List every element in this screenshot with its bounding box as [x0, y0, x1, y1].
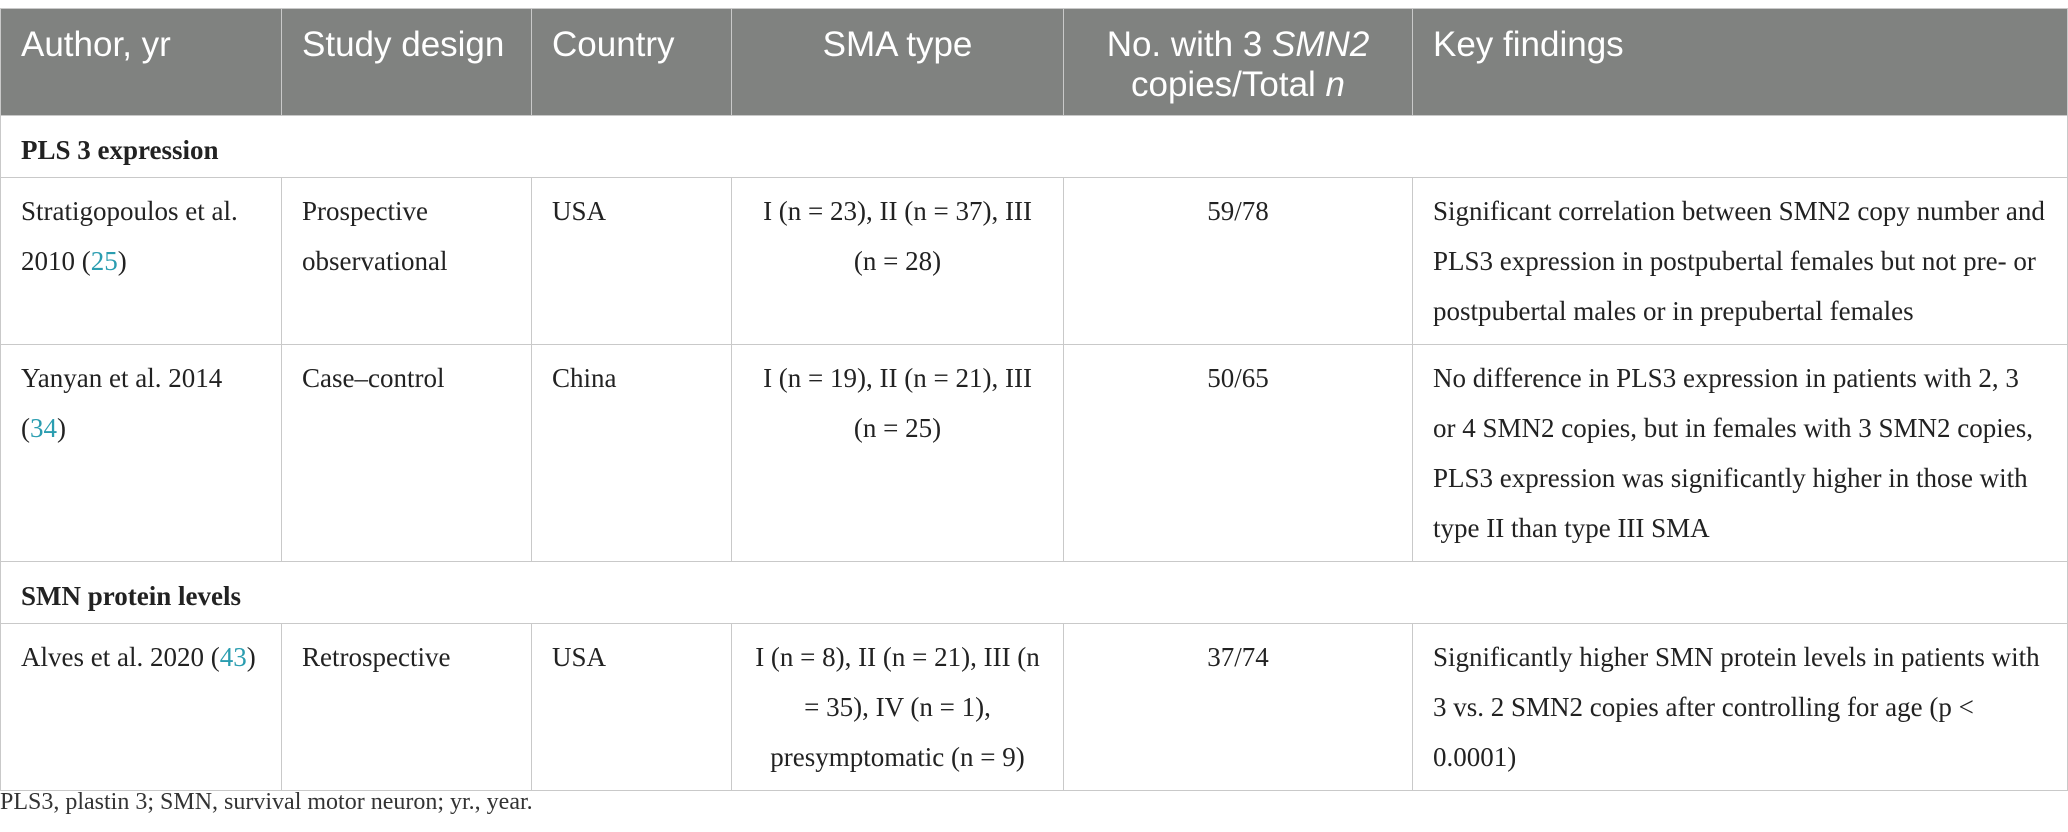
cell-country: USA — [531, 623, 732, 791]
reference-link[interactable]: 34 — [30, 413, 57, 443]
cell-design: Case–control — [281, 344, 532, 562]
col-header-design: Study design — [281, 8, 532, 116]
cell-copies: 37/74 — [1063, 623, 1413, 791]
copies-header-part2: copies/Total — [1130, 65, 1326, 104]
table-footnote: PLS3, plastin 3; SMN, survival motor neu… — [0, 789, 533, 815]
reference-link[interactable]: 25 — [90, 246, 118, 276]
cell-sma-type: I (n = 19), II (n = 21), III (n = 25) — [731, 344, 1064, 562]
author-text: Stratigopoulos et al. 2010 ( — [21, 196, 238, 276]
section-title: PLS 3 expression — [0, 115, 2068, 178]
header-row: Author, yr Study design Country SMA type… — [0, 8, 2068, 116]
cell-findings: No difference in PLS3 expression in pati… — [1412, 344, 2068, 562]
cell-author: Alves et al. 2020 (43) — [0, 623, 282, 791]
col-header-copies: No. with 3 SMN2 copies/Total n — [1063, 8, 1413, 116]
cell-copies: 50/65 — [1063, 344, 1413, 562]
col-header-country: Country — [531, 8, 732, 116]
cell-design: Prospective observational — [281, 177, 532, 345]
cell-design: Retrospective — [281, 623, 532, 791]
cell-sma-type: I (n = 23), II (n = 37), III (n = 28) — [731, 177, 1064, 345]
study-table: Author, yr Study design Country SMA type… — [0, 8, 2068, 791]
copies-header-gene: SMN2 — [1272, 25, 1370, 64]
col-header-findings: Key findings — [1412, 8, 2068, 116]
cell-author: Yanyan et al. 2014 (34) — [0, 344, 282, 562]
table-row: Yanyan et al. 2014 (34) Case–control Chi… — [0, 344, 2068, 562]
col-header-sma-type: SMA type — [731, 8, 1064, 116]
reference-link[interactable]: 43 — [219, 642, 247, 672]
author-text: Alves et al. 2020 ( — [21, 642, 220, 672]
table-row: Stratigopoulos et al. 2010 (25) Prospect… — [0, 177, 2068, 345]
section-title: SMN protein levels — [0, 561, 2068, 624]
copies-header-part1: No. with 3 — [1106, 25, 1273, 64]
copies-header-n: n — [1325, 65, 1346, 104]
col-header-author: Author, yr — [0, 8, 282, 116]
cell-country: China — [531, 344, 732, 562]
cell-country: USA — [531, 177, 732, 345]
section-row: SMN protein levels — [0, 561, 2068, 624]
cell-copies: 59/78 — [1063, 177, 1413, 345]
cell-author: Stratigopoulos et al. 2010 (25) — [0, 177, 282, 345]
cell-sma-type: I (n = 8), II (n = 21), III (n = 35), IV… — [731, 623, 1064, 791]
table-row: Alves et al. 2020 (43) Retrospective USA… — [0, 623, 2068, 791]
author-text-end: ) — [57, 413, 66, 443]
cell-findings: Significant correlation between SMN2 cop… — [1412, 177, 2068, 345]
cell-findings: Significantly higher SMN protein levels … — [1412, 623, 2068, 791]
author-text-end: ) — [246, 642, 256, 672]
section-row: PLS 3 expression — [0, 115, 2068, 178]
author-text: Yanyan et al. 2014 ( — [21, 363, 223, 443]
author-text-end: ) — [117, 246, 127, 276]
